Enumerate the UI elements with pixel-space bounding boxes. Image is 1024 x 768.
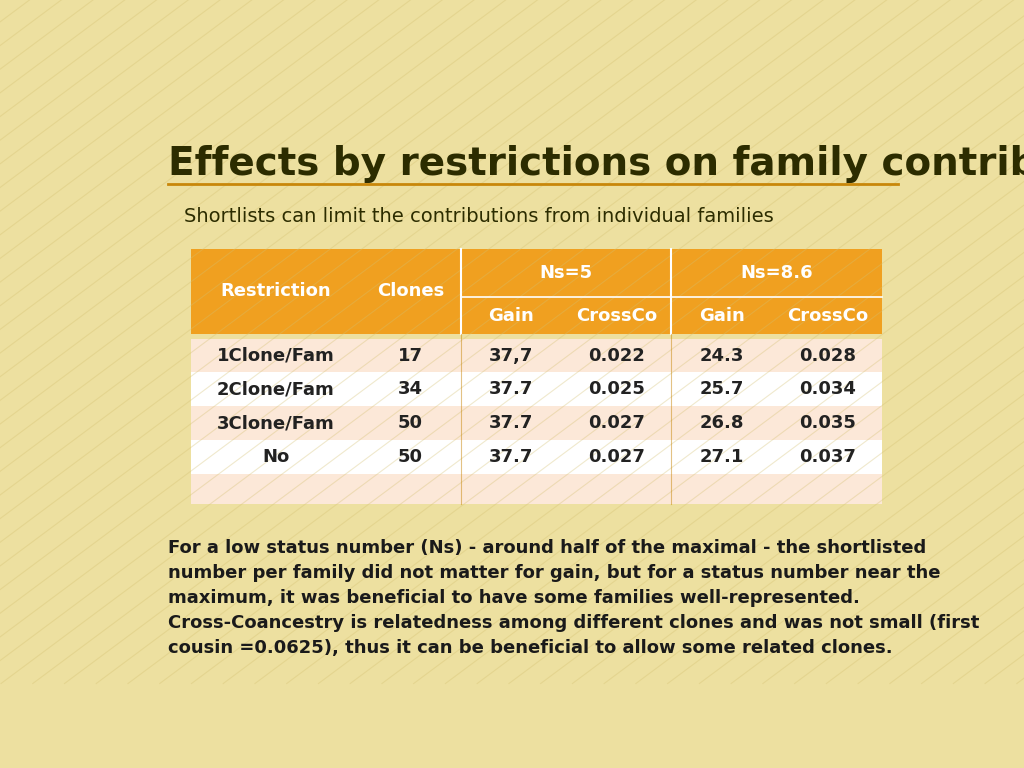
Text: 0.035: 0.035 (799, 414, 856, 432)
Text: 0.022: 0.022 (588, 346, 645, 365)
Text: 0.025: 0.025 (588, 380, 645, 399)
Text: 24.3: 24.3 (699, 346, 744, 365)
Text: Gain: Gain (488, 306, 535, 325)
Text: 3Clone/Fam: 3Clone/Fam (217, 414, 335, 432)
Bar (191, 406, 882, 440)
Text: 0.027: 0.027 (588, 448, 645, 465)
Text: 0.037: 0.037 (799, 448, 856, 465)
Text: Restriction: Restriction (220, 283, 331, 300)
Text: No: No (262, 448, 290, 465)
Text: 25.7: 25.7 (699, 380, 744, 399)
Text: 1Clone/Fam: 1Clone/Fam (217, 346, 335, 365)
Text: Ns=8.6: Ns=8.6 (740, 264, 813, 282)
Text: CrossCo: CrossCo (577, 306, 657, 325)
Text: 37.7: 37.7 (489, 448, 534, 465)
Text: Shortlists can limit the contributions from individual families: Shortlists can limit the contributions f… (183, 207, 773, 227)
Bar (191, 339, 882, 372)
Text: 0.027: 0.027 (588, 414, 645, 432)
Text: 26.8: 26.8 (699, 414, 744, 432)
Text: CrossCo: CrossCo (786, 306, 867, 325)
Text: For a low status number (Ns) - around half of the maximal - the shortlisted
numb: For a low status number (Ns) - around ha… (168, 538, 979, 657)
Text: 0.034: 0.034 (799, 380, 856, 399)
Text: 2Clone/Fam: 2Clone/Fam (217, 380, 335, 399)
Text: Gain: Gain (699, 306, 744, 325)
Text: 0.028: 0.028 (799, 346, 856, 365)
Bar (191, 440, 882, 474)
Text: 37.7: 37.7 (489, 414, 534, 432)
Text: 37.7: 37.7 (489, 380, 534, 399)
Text: Clones: Clones (377, 283, 444, 300)
Bar (191, 372, 882, 406)
Text: 37,7: 37,7 (489, 346, 534, 365)
Text: Ns=5: Ns=5 (540, 264, 593, 282)
Text: 27.1: 27.1 (699, 448, 744, 465)
Text: 50: 50 (398, 448, 423, 465)
Text: 34: 34 (398, 380, 423, 399)
Text: 17: 17 (398, 346, 423, 365)
Text: Effects by restrictions on family contribution: Effects by restrictions on family contri… (168, 145, 1024, 184)
Bar (191, 249, 882, 334)
Bar (191, 474, 882, 505)
Text: 50: 50 (398, 414, 423, 432)
